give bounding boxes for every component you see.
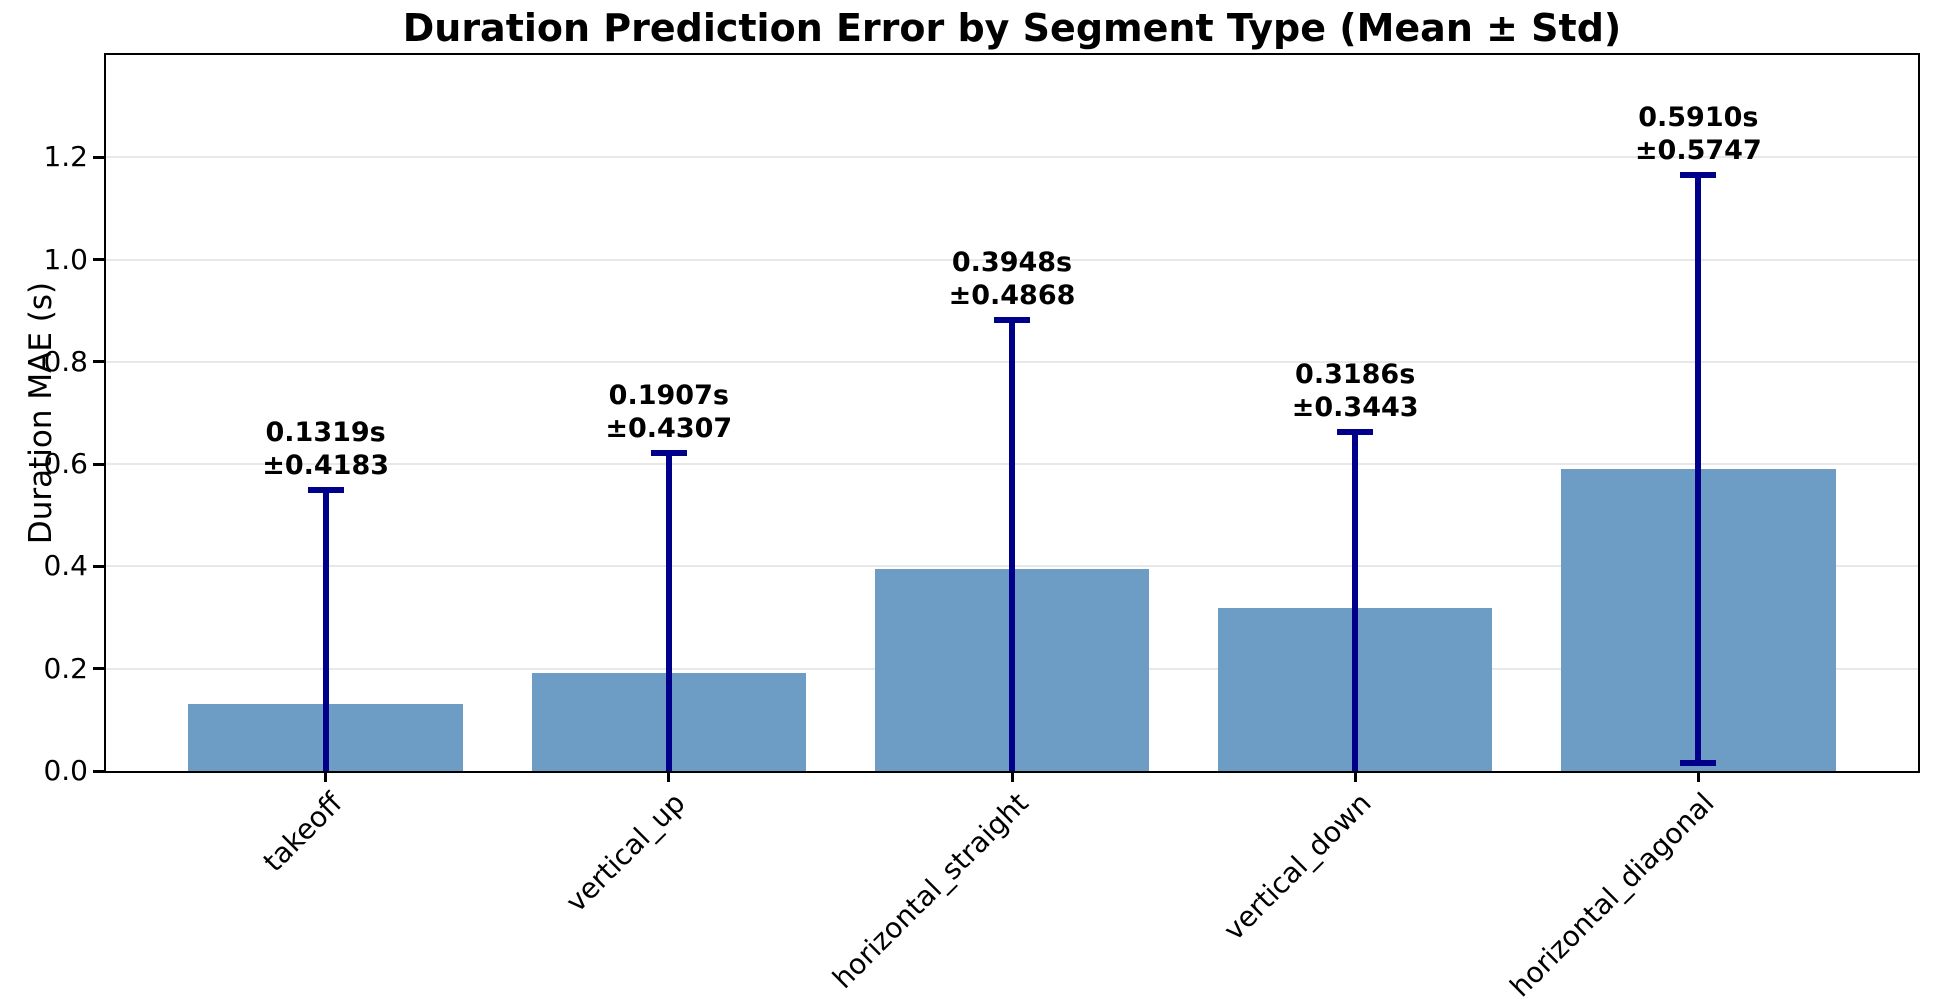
x-tick-label: horizontal_straight — [825, 786, 1035, 996]
annotation-mean: 0.3186s — [1295, 358, 1416, 390]
y-tick-label: 1.0 — [43, 242, 88, 276]
annotation-mean: 0.1907s — [608, 380, 729, 412]
x-tick-label: vertical_up — [559, 786, 692, 919]
bar-annotation: 0.5910s ±0.5747 — [1538, 101, 1858, 167]
annotation-std: ±0.4868 — [948, 280, 1076, 312]
y-tick-label: 1.2 — [43, 140, 88, 174]
y-tick-mark — [93, 667, 104, 671]
annotation-std: ±0.3443 — [1291, 391, 1419, 423]
y-tick-mark — [93, 769, 104, 773]
axis-ticks-layer: 0.0 0.2 0.4 0.6 0.8 1.0 1.2 takeoff vertical_up h… — [43, 55, 1918, 1003]
bar-annotation: 0.3186s ±0.3443 — [1195, 358, 1515, 424]
gridline — [106, 258, 1918, 261]
error-bar-line — [1695, 174, 1702, 763]
y-tick-mark — [93, 360, 104, 364]
x-tick-label: takeoff — [256, 786, 349, 879]
error-bar-line — [322, 489, 329, 771]
x-tick-label: vertical_down — [1217, 786, 1378, 947]
y-tick-mark — [93, 258, 104, 262]
error-bar-cap-top — [1680, 171, 1717, 178]
y-tick-mark — [93, 155, 104, 159]
bar-annotation: 0.3948s ±0.4868 — [852, 246, 1172, 312]
y-tick-label: 0.6 — [43, 447, 88, 481]
annotation-std: ±0.4183 — [262, 449, 390, 481]
error-bar-line — [1352, 431, 1359, 771]
plot-area: 0.1319s ±0.4183 0.1907s ±0.4307 0.3948s ±0.48… — [43, 53, 1920, 1003]
x-tick-label: horizontal_diagonal — [1503, 786, 1722, 1003]
y-tick-label: 0.8 — [43, 344, 88, 378]
bar-annotation: 0.1319s ±0.4183 — [166, 416, 486, 482]
y-tick-mark — [93, 462, 104, 466]
x-tick-mark — [667, 771, 671, 782]
error-bar-line — [1009, 320, 1015, 771]
annotations-layer: 0.1319s ±0.4183 0.1907s ±0.4307 0.3948s ±0.48… — [106, 55, 1918, 771]
x-tick-mark — [1696, 771, 1700, 782]
error-bar-cap-bottom — [1680, 759, 1717, 766]
error-bar-cap-top — [1337, 428, 1374, 435]
annotation-std: ±0.5747 — [1634, 134, 1762, 166]
gridline — [106, 156, 1918, 159]
chart-title: Duration Prediction Error by Segment Typ… — [402, 6, 1622, 50]
y-tick-label: 0.0 — [43, 754, 88, 787]
annotation-mean: 0.1319s — [265, 416, 386, 448]
x-tick-mark — [324, 771, 328, 782]
y-tick-label: 0.4 — [43, 549, 88, 583]
annotation-std: ±0.4307 — [605, 413, 733, 445]
error-bar-cap-top — [307, 486, 344, 493]
error-bar-line — [665, 453, 672, 771]
bar-annotation: 0.1907s ±0.4307 — [509, 379, 829, 445]
y-tick-label: 0.2 — [43, 651, 88, 685]
x-tick-mark — [1353, 771, 1357, 782]
x-tick-mark — [1010, 771, 1014, 782]
error-bar-cap-top — [994, 317, 1030, 324]
y-tick-mark — [93, 564, 104, 568]
annotation-mean: 0.3948s — [951, 247, 1073, 279]
annotation-mean: 0.5910s — [1638, 101, 1759, 133]
error-bar-cap-top — [650, 450, 687, 457]
error-bars-layer — [106, 55, 1918, 771]
